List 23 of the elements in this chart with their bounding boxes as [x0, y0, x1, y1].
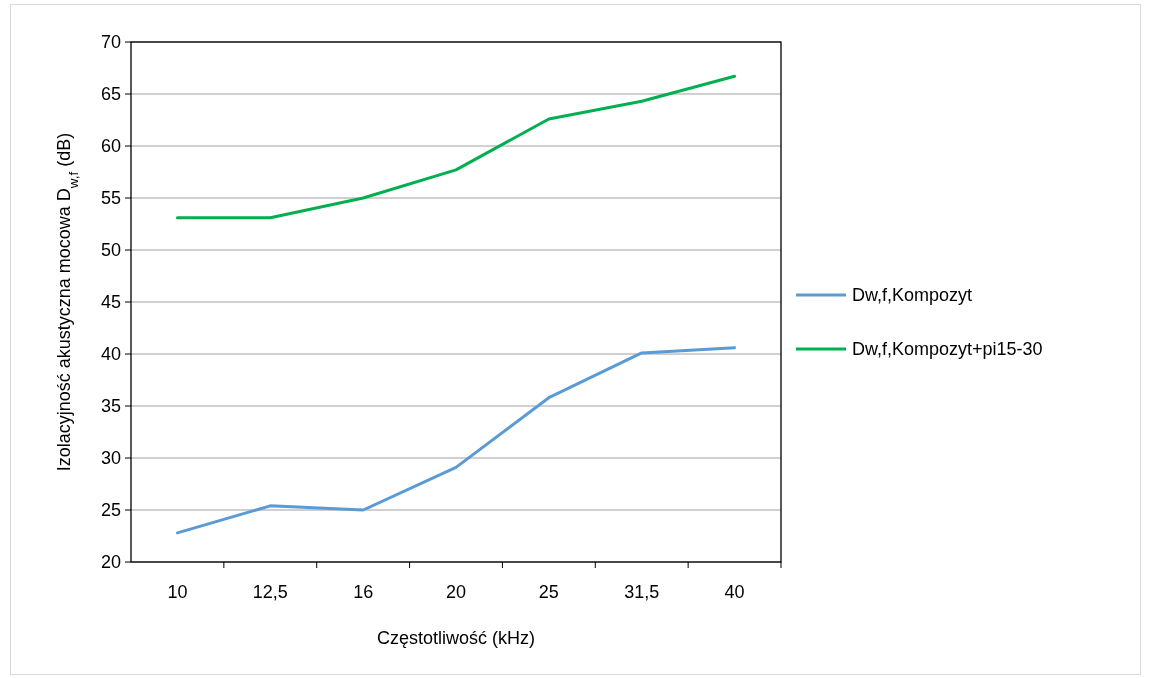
y-tick-label: 50 — [100, 240, 121, 261]
line-series — [175, 346, 737, 535]
x-tick-label: 40 — [724, 582, 745, 602]
x-tick-label: 31,5 — [624, 582, 660, 602]
y-tick-label: 45 — [100, 292, 121, 313]
y-tick-label: 30 — [100, 448, 121, 469]
y-tick-label: 40 — [100, 344, 121, 365]
y-tick-label: 25 — [100, 500, 121, 521]
legend-label: Dw,f,Kompozyt — [852, 285, 973, 306]
x-tick-label: 10 — [167, 582, 188, 602]
y-tick-label: 35 — [100, 396, 121, 417]
line-series — [175, 74, 737, 220]
y-tick-label: 55 — [100, 188, 121, 209]
y-tick-label: 65 — [100, 84, 121, 105]
x-tick-label: 12,5 — [252, 582, 288, 602]
x-axis-title: Częstotliwość (kHz) — [376, 628, 536, 648]
y-tick-label: 60 — [100, 136, 121, 157]
y-tick-label: 70 — [100, 32, 121, 53]
x-tick-label: 20 — [445, 582, 467, 602]
x-tick-label: 25 — [538, 582, 559, 602]
legend-label: Dw,f,Kompozyt+pi15-30 — [852, 339, 1043, 360]
y-tick-label: 20 — [100, 552, 121, 573]
x-tick-label: 16 — [353, 582, 374, 602]
